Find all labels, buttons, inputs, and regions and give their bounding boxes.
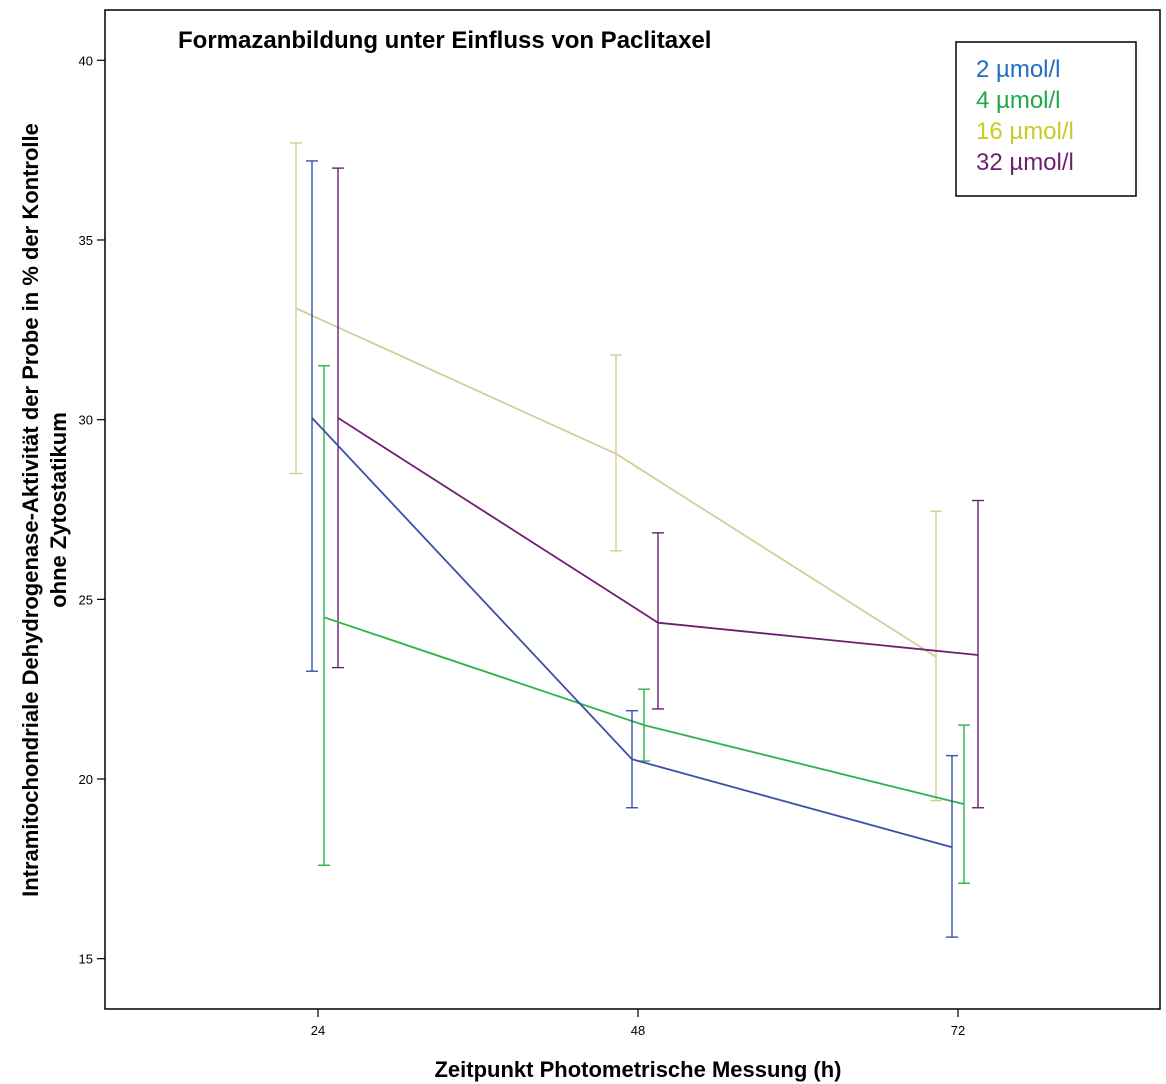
y-axis: 15 20 25 30 35 40 [79, 53, 105, 967]
series-0 [306, 160, 958, 938]
series-2 [290, 142, 942, 802]
x-tick-label: 24 [311, 1023, 325, 1038]
plot-frame [104, 9, 1161, 1010]
series-line [323, 616, 965, 806]
legend-entry: 4 µmol/l [976, 87, 1061, 114]
y-axis-title-line1: Intramitochondriale Dehydrogenase-Aktivi… [18, 123, 43, 897]
series-1 [318, 365, 970, 884]
y-tick-label: 35 [79, 233, 93, 248]
y-tick-label: 25 [79, 592, 93, 607]
y-tick-label: 15 [79, 952, 93, 967]
y-tick-label: 30 [79, 413, 93, 428]
legend-entry: 32 µmol/l [976, 149, 1074, 176]
legend-entry: 2 µmol/l [976, 56, 1061, 83]
legend-box [955, 41, 1137, 197]
y-tick-label: 40 [79, 53, 93, 68]
chart-title: Formazanbildung unter Einfluss von Pacli… [178, 27, 711, 54]
series-line [311, 417, 953, 849]
legend: 2 µmol/l 4 µmol/l 16 µmol/l 32 µmol/l [955, 41, 1137, 197]
series-layer [290, 142, 984, 938]
y-tick-label: 20 [79, 772, 93, 787]
x-axis: 24 48 72 [311, 1009, 965, 1038]
x-axis-title: Zeitpunkt Photometrische Messung (h) [434, 1057, 841, 1082]
series-line [337, 417, 979, 656]
x-tick-label: 48 [631, 1023, 645, 1038]
legend-entry: 16 µmol/l [976, 118, 1074, 145]
series-line [295, 307, 937, 658]
x-tick-label: 72 [951, 1023, 965, 1038]
y-axis-title-line2: ohne Zytostatikum [46, 412, 71, 608]
series-3 [332, 167, 984, 809]
